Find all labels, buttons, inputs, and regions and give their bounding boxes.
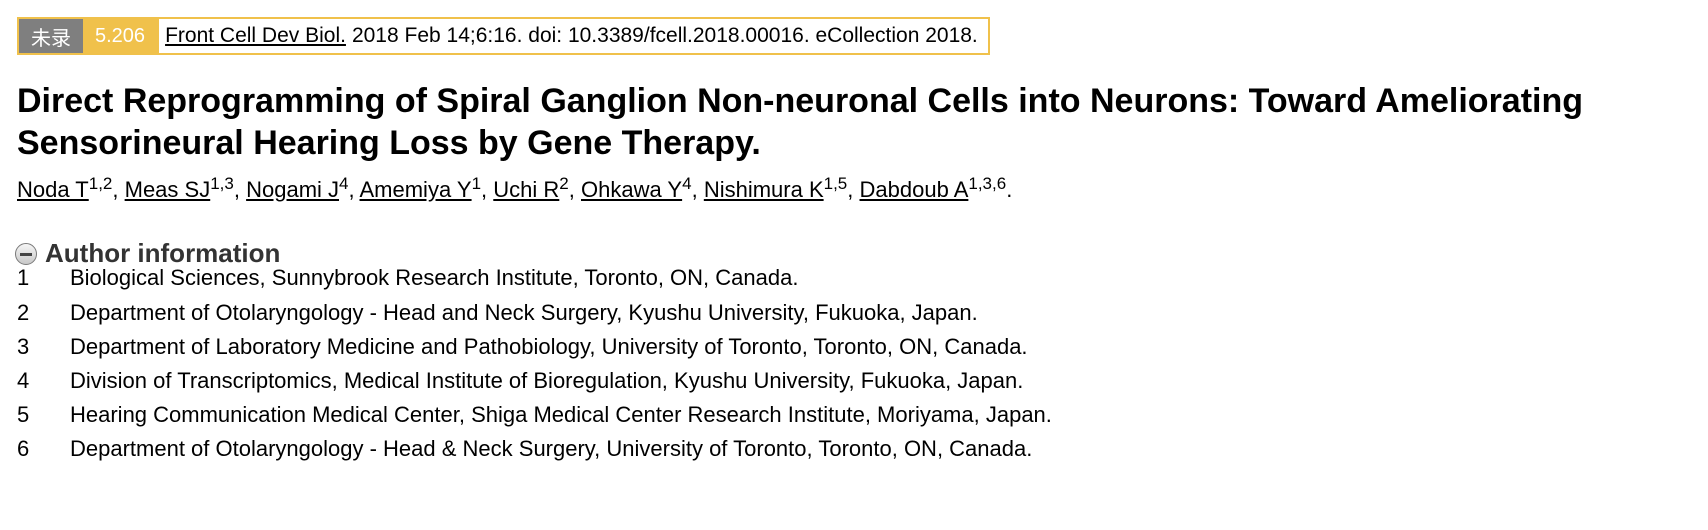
author-link[interactable]: Ohkawa Y [581,177,683,202]
author-link[interactable]: Dabdoub A [859,177,969,202]
citation-bar: 未录 5.206 Front Cell Dev Biol. 2018 Feb 1… [17,17,990,55]
citation-details: 2018 Feb 14;6:16. doi: 10.3389/fcell.201… [351,24,978,47]
affiliation-item: 5 Hearing Communication Medical Center, … [17,398,1052,432]
affiliation-number: 4 [17,368,30,393]
author-link[interactable]: Nishimura K [703,177,824,202]
affiliation-text: Division of Transcriptomics, Medical Ins… [70,368,1024,393]
affiliation-number: 5 [17,402,30,427]
author-affil-ref: 1 [471,174,482,193]
affiliation-text: Hearing Communication Medical Center, Sh… [70,402,1052,427]
status-badge: 未录 [19,19,83,53]
affiliation-text: Department of Laboratory Medicine and Pa… [70,334,1028,359]
affiliation-text: Department of Otolaryngology - Head & Ne… [70,436,1033,461]
collapse-minus-icon[interactable] [15,243,37,265]
affiliation-item: 1 Biological Sciences, Sunnybrook Resear… [17,260,1052,296]
affiliation-text: Department of Otolaryngology - Head and … [70,300,978,325]
author-info-toggle[interactable]: Author information [15,236,280,270]
author-affil-ref: 4 [682,174,692,193]
author-affil-ref: 1,3,6 [968,174,1007,193]
affiliation-text: Biological Sciences, Sunnybrook Research… [70,265,799,290]
affiliation-number: 1 [17,265,30,290]
author-info-heading: Author information [45,237,281,268]
author-link[interactable]: Uchi R [493,177,560,202]
citation-text: Front Cell Dev Biol. 2018 Feb 14;6:16. d… [159,19,988,53]
author-link[interactable]: Nogami J [246,177,340,202]
author-link[interactable]: Meas SJ [124,177,211,202]
author-affil-ref: 4 [339,174,349,193]
affiliation-item: 6 Department of Otolaryngology - Head & … [17,432,1052,466]
impact-factor-badge: 5.206 [83,19,160,53]
author-affil-ref: 1,3 [210,174,234,193]
affiliation-item: 4 Division of Transcriptomics, Medical I… [17,364,1052,398]
affiliation-number: 3 [17,334,30,359]
journal-link[interactable]: Front Cell Dev Biol. [165,24,346,47]
author-affil-ref: 2 [559,174,569,193]
affiliation-list: 1 Biological Sciences, Sunnybrook Resear… [17,260,1052,466]
author-list: Noda T1,2, Meas SJ1,3, Nogami J4, Amemiy… [17,174,1013,202]
author-affil-ref: 1,5 [823,174,848,193]
affiliation-item: 2 Department of Otolaryngology - Head an… [17,296,1052,330]
article-title: Direct Reprogramming of Spiral Ganglion … [17,82,1584,162]
affiliation-number: 2 [17,300,30,325]
affiliation-item: 3 Department of Laboratory Medicine and … [17,330,1052,364]
author-affil-ref: 1,2 [88,174,113,193]
author-link[interactable]: Amemiya Y [359,177,472,202]
author-link[interactable]: Noda T [17,177,89,202]
affiliation-number: 6 [17,436,30,461]
